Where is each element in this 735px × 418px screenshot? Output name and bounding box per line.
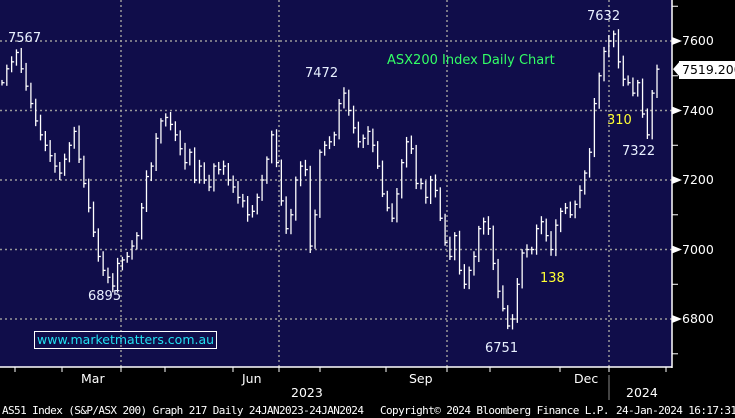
y-tick-7000: 7000 (682, 242, 714, 257)
annotation-310: 310 (607, 113, 632, 128)
x-tick-dec: Dec (574, 371, 599, 386)
y-tick-arrow-6800 (672, 315, 682, 324)
plot-area (0, 0, 672, 367)
x-tick-mar: Mar (81, 371, 105, 386)
y-tick-7600: 7600 (682, 33, 714, 48)
y-tick-arrow-7400 (672, 106, 682, 115)
annotation-7472: 7472 (305, 66, 339, 81)
y-tick-arrow-7600 (672, 37, 682, 46)
y-tick-7200: 7200 (682, 172, 714, 187)
y-tick-arrow-7200 (672, 176, 682, 185)
year-2023: 2023 (291, 385, 323, 400)
y-tick-6800: 6800 (682, 311, 714, 326)
footer-copyright: Copyright© 2024 Bloomberg Finance L.P. (380, 404, 609, 417)
x-tick-sep: Sep (409, 371, 433, 386)
chart-title: ASX200 Index Daily Chart (387, 53, 555, 68)
x-tick-jun: Jun (242, 371, 262, 386)
last-price-label: 7519.200 (679, 61, 735, 79)
footer-security: AS51 Index (S&P/ASX 200) Graph 217 Daily… (2, 404, 364, 417)
y-tick-arrow-7000 (672, 245, 682, 254)
annotation-6751: 6751 (485, 341, 519, 356)
y-tick-7400: 7400 (682, 103, 714, 118)
year-2024: 2024 (626, 385, 658, 400)
footer-timestamp: 24-Jan-2024 16:17:31 (616, 404, 735, 417)
annotation-7632: 7632 (587, 9, 621, 24)
annotation-7567: 7567 (8, 31, 42, 46)
annotation-6895: 6895 (88, 289, 122, 304)
annotation-138: 138 (540, 271, 565, 286)
annotation-7322: 7322 (622, 144, 656, 159)
last-price-pointer (673, 61, 680, 78)
watermark-link[interactable]: www.marketmatters.com.au (34, 331, 218, 349)
